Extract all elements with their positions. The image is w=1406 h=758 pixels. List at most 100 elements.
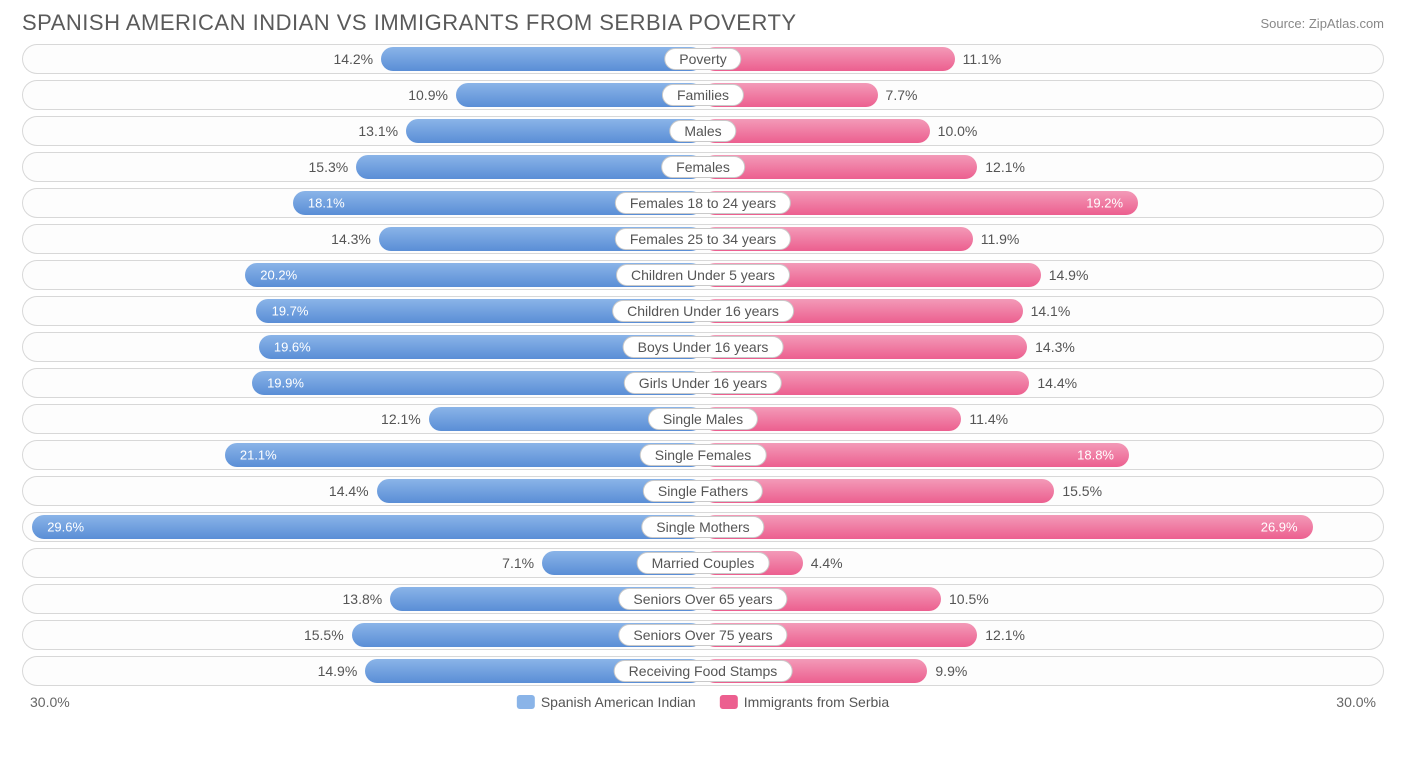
chart-row: 14.9% 9.9% Receiving Food Stamps <box>22 656 1384 686</box>
value-label-right: 11.1% <box>963 51 1002 67</box>
chart-title: SPANISH AMERICAN INDIAN VS IMMIGRANTS FR… <box>22 10 797 36</box>
track-left: 15.5% <box>22 620 703 650</box>
track-left: 19.6% <box>22 332 703 362</box>
category-label: Married Couples <box>637 552 770 574</box>
category-label: Single Fathers <box>643 480 763 502</box>
track-left: 15.3% <box>22 152 703 182</box>
axis-max-left: 30.0% <box>30 694 70 710</box>
track-right: 10.5% <box>703 584 1384 614</box>
chart-header: SPANISH AMERICAN INDIAN VS IMMIGRANTS FR… <box>0 0 1406 44</box>
category-label: Females <box>661 156 745 178</box>
track-right: 11.9% <box>703 224 1384 254</box>
category-label: Girls Under 16 years <box>624 372 782 394</box>
value-label-left: 13.1% <box>358 123 398 139</box>
value-label-left: 15.5% <box>304 627 344 643</box>
category-label: Single Males <box>648 408 758 430</box>
category-label: Single Mothers <box>641 516 764 538</box>
value-label-right: 14.4% <box>1037 375 1077 391</box>
chart-row: 12.1% 11.4%Single Males <box>22 404 1384 434</box>
category-label: Females 25 to 34 years <box>615 228 791 250</box>
chart-row: 21.1%18.8%Single Females <box>22 440 1384 470</box>
chart-area: 14.2%11.1%Poverty10.9%7.7%Families13.1%1… <box>0 44 1406 686</box>
chart-row: 14.2% 11.1% Poverty <box>22 44 1384 74</box>
track-right: 14.9% <box>703 260 1384 290</box>
track-right: 14.1% <box>703 296 1384 326</box>
track-right: 7.7% <box>703 80 1384 110</box>
value-label-left: 19.9% <box>267 376 304 391</box>
bar-right <box>703 443 1129 467</box>
value-label-left: 7.1% <box>502 555 534 571</box>
value-label-left: 15.3% <box>309 159 349 175</box>
value-label-left: 14.4% <box>329 483 369 499</box>
value-label-right: 19.2% <box>1086 196 1123 211</box>
category-label: Females 18 to 24 years <box>615 192 791 214</box>
value-label-right: 10.5% <box>949 591 989 607</box>
chart-row: 19.9% 14.4% Girls Under 16 years <box>22 368 1384 398</box>
chart-row: 13.1% 10.0% Males <box>22 116 1384 146</box>
value-label-right: 14.3% <box>1035 339 1075 355</box>
track-left: 14.9% <box>22 656 703 686</box>
value-label-left: 18.1% <box>308 196 345 211</box>
legend-item-left: Spanish American Indian <box>517 694 696 710</box>
chart-row: 19.7%14.1%Children Under 16 years <box>22 296 1384 326</box>
legend-swatch-right <box>720 695 738 709</box>
value-label-right: 12.1% <box>985 627 1025 643</box>
chart-source: Source: ZipAtlas.com <box>1260 16 1384 31</box>
value-label-left: 13.8% <box>343 591 383 607</box>
value-label-right: 9.9% <box>935 663 967 679</box>
value-label-left: 14.9% <box>318 663 358 679</box>
chart-row: 15.5% 12.1% Seniors Over 75 years <box>22 620 1384 650</box>
chart-row: 7.1% 4.4%Married Couples <box>22 548 1384 578</box>
chart-footer: 30.0% Spanish American Indian Immigrants… <box>0 692 1406 724</box>
value-label-left: 12.1% <box>381 411 421 427</box>
value-label-right: 14.9% <box>1049 267 1089 283</box>
track-left: 10.9% <box>22 80 703 110</box>
chart-row: 18.1% 19.2% Females 18 to 24 years <box>22 188 1384 218</box>
chart-row: 19.6% 14.3% Boys Under 16 years <box>22 332 1384 362</box>
bar-right <box>703 119 930 143</box>
track-left: 21.1% <box>22 440 703 470</box>
track-left: 29.6% <box>22 512 703 542</box>
track-right: 18.8% <box>703 440 1384 470</box>
track-left: 14.2% <box>22 44 703 74</box>
category-label: Seniors Over 65 years <box>618 588 787 610</box>
track-right: 11.1% <box>703 44 1384 74</box>
track-left: 19.9% <box>22 368 703 398</box>
value-label-right: 26.9% <box>1261 520 1298 535</box>
chart-row: 15.3% 12.1% Females <box>22 152 1384 182</box>
value-label-right: 18.8% <box>1077 448 1114 463</box>
category-label: Families <box>662 84 744 106</box>
category-label: Children Under 16 years <box>612 300 794 322</box>
track-right: 19.2% <box>703 188 1384 218</box>
category-label: Males <box>669 120 736 142</box>
value-label-right: 11.9% <box>981 231 1020 247</box>
track-left: 13.1% <box>22 116 703 146</box>
legend-label-right: Immigrants from Serbia <box>744 694 889 710</box>
legend-swatch-left <box>517 695 535 709</box>
track-right: 11.4% <box>703 404 1384 434</box>
bar-right <box>703 515 1313 539</box>
category-label: Boys Under 16 years <box>623 336 784 358</box>
track-right: 26.9% <box>703 512 1384 542</box>
bar-left <box>225 443 703 467</box>
category-label: Seniors Over 75 years <box>618 624 787 646</box>
chart-row: 20.2%14.9%Children Under 5 years <box>22 260 1384 290</box>
category-label: Poverty <box>664 48 741 70</box>
category-label: Receiving Food Stamps <box>614 660 793 682</box>
track-left: 20.2% <box>22 260 703 290</box>
legend: Spanish American Indian Immigrants from … <box>517 694 889 710</box>
track-left: 14.3% <box>22 224 703 254</box>
track-right: 15.5% <box>703 476 1384 506</box>
value-label-right: 12.1% <box>985 159 1025 175</box>
value-label-right: 7.7% <box>886 87 918 103</box>
chart-row: 14.3% 11.9% Females 25 to 34 years <box>22 224 1384 254</box>
track-left: 12.1% <box>22 404 703 434</box>
axis-max-right: 30.0% <box>1336 694 1376 710</box>
track-left: 14.4% <box>22 476 703 506</box>
value-label-right: 10.0% <box>938 123 978 139</box>
legend-label-left: Spanish American Indian <box>541 694 696 710</box>
track-left: 18.1% <box>22 188 703 218</box>
track-right: 4.4% <box>703 548 1384 578</box>
track-right: 12.1% <box>703 620 1384 650</box>
value-label-left: 19.6% <box>274 340 311 355</box>
